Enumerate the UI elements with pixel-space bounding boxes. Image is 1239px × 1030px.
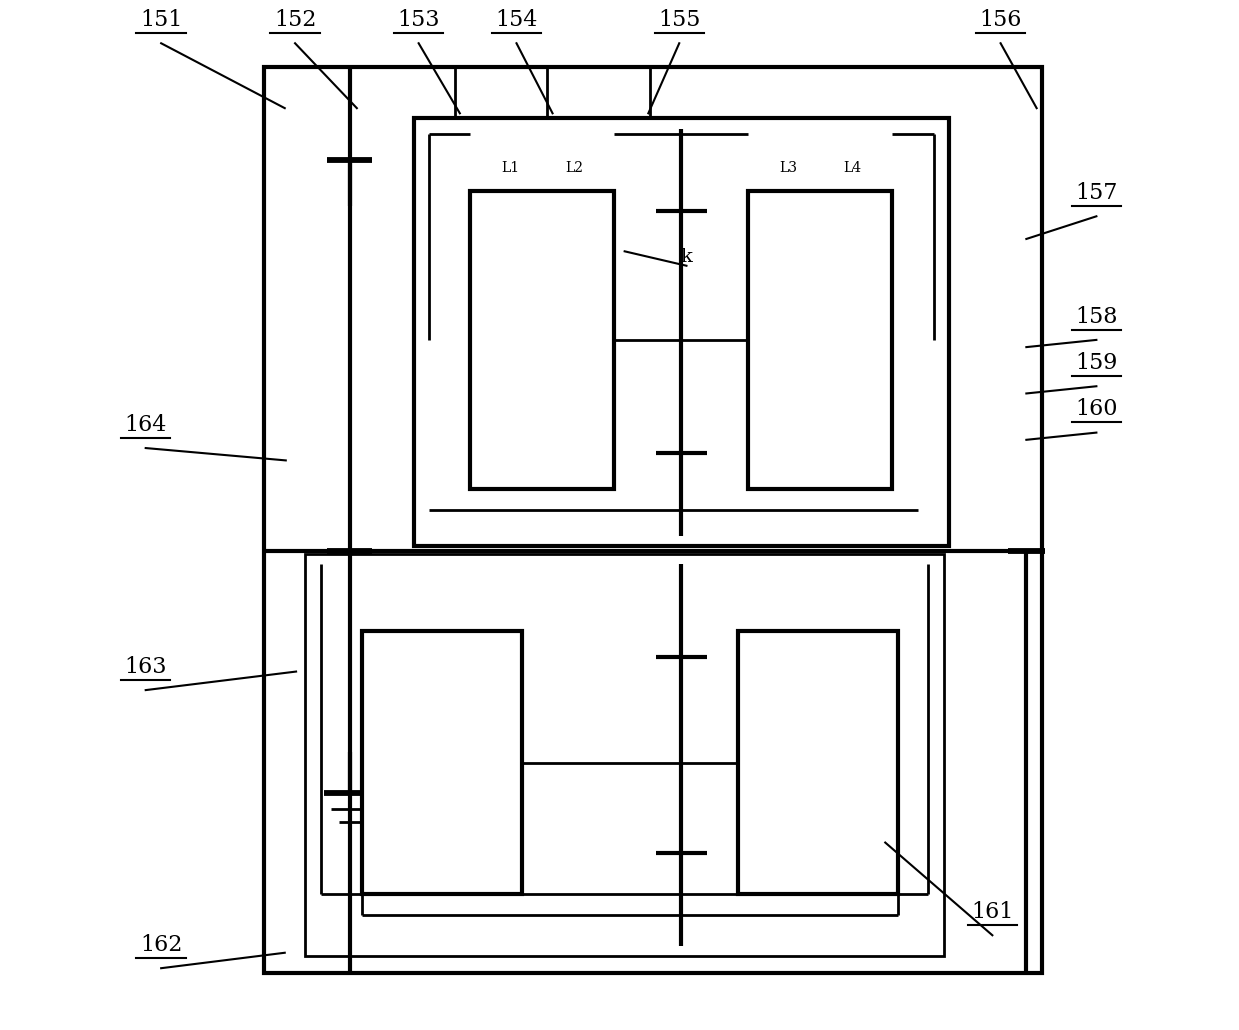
Bar (414, 118, 949, 546)
Text: 153: 153 (398, 9, 440, 31)
Bar (362, 631, 522, 894)
Text: L4: L4 (843, 161, 861, 175)
Text: 163: 163 (124, 656, 167, 678)
Text: 151: 151 (140, 9, 182, 31)
Text: 159: 159 (1075, 352, 1118, 374)
Bar (305, 554, 944, 956)
Bar (470, 191, 615, 489)
Text: L2: L2 (565, 161, 584, 175)
Text: 158: 158 (1075, 306, 1118, 328)
Text: 162: 162 (140, 934, 182, 956)
Bar (748, 191, 892, 489)
Text: L3: L3 (779, 161, 798, 175)
Text: 156: 156 (979, 9, 1022, 31)
Text: 152: 152 (274, 9, 316, 31)
Text: L1: L1 (502, 161, 519, 175)
Text: 160: 160 (1075, 399, 1118, 420)
Text: 154: 154 (496, 9, 538, 31)
Text: 161: 161 (971, 901, 1014, 923)
Text: 164: 164 (124, 414, 167, 436)
Bar (738, 631, 897, 894)
Text: 157: 157 (1075, 182, 1118, 204)
Text: k: k (680, 248, 693, 266)
Text: 155: 155 (658, 9, 700, 31)
Bar (264, 67, 1042, 973)
